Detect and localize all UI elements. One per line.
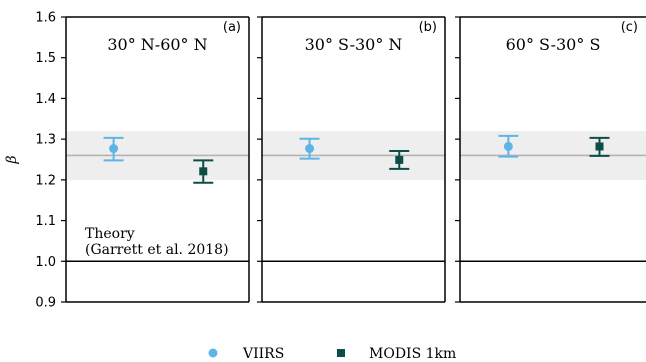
ytick-label-7: 1.6 xyxy=(35,11,56,26)
point-VIIRS-panel-2 xyxy=(503,141,513,151)
panel-letter-2: (c) xyxy=(621,20,638,35)
panel-title-0: 30° N-60° N xyxy=(107,35,207,54)
y-ticks xyxy=(61,16,460,303)
ytick-label-4: 1.3 xyxy=(35,133,56,148)
legend: VIIRS MODIS 1km xyxy=(208,346,456,362)
ytick-label-6: 1.5 xyxy=(35,51,56,66)
point-VIIRS-panel-0 xyxy=(109,144,119,154)
legend-marker-viirs xyxy=(208,348,218,358)
data-marks xyxy=(103,134,610,184)
panel-letter-0: (a) xyxy=(223,20,241,35)
point-VIIRS-panel-1 xyxy=(305,144,315,154)
chart-text: 30° N-60° N (a) 30° S-30° N (b) 60° S-30° S (… xyxy=(4,11,638,311)
panel-frames xyxy=(65,16,646,303)
legend-label-viirs: VIIRS xyxy=(242,346,284,362)
point-MODIS 1km-panel-0 xyxy=(199,167,208,176)
y-axis-label: β xyxy=(4,155,20,164)
ytick-label-5: 1.4 xyxy=(35,92,56,107)
ytick-label-3: 1.2 xyxy=(35,173,56,188)
point-MODIS 1km-panel-1 xyxy=(395,155,404,164)
panel-title-1: 30° S-30° N xyxy=(305,35,403,54)
point-MODIS 1km-panel-2 xyxy=(595,142,604,151)
legend-label-modis: MODIS 1km xyxy=(369,346,456,362)
ytick-label-2: 1.1 xyxy=(35,214,56,229)
panel-letter-1: (b) xyxy=(419,20,437,35)
ytick-label-0: 0.9 xyxy=(35,296,56,311)
ytick-label-1: 1.0 xyxy=(35,255,56,270)
theory-label-line2: (Garrett et al. 2018) xyxy=(85,242,229,258)
reference-lines xyxy=(66,154,646,263)
theory-label-line1: Theory xyxy=(85,226,135,242)
panel-title-2: 60° S-30° S xyxy=(506,35,601,54)
legend-marker-modis xyxy=(337,349,345,357)
